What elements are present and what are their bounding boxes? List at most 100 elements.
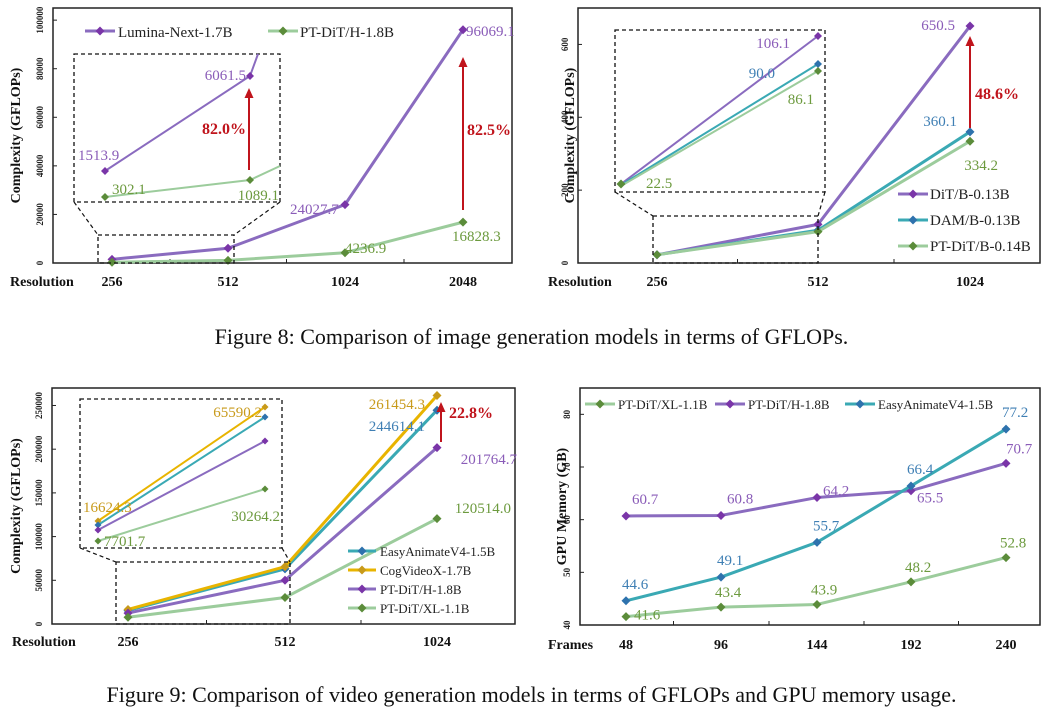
inset-line: [97, 488, 266, 542]
data-point: [621, 596, 631, 606]
data-label: 49.1: [717, 553, 743, 569]
legend-label: EasyAnimateV4-1.5B: [878, 397, 994, 412]
inset-frame: [79, 398, 283, 549]
data-label: 96069.1: [466, 24, 515, 40]
data-point: [716, 510, 726, 520]
inset-point: [94, 537, 102, 545]
inset-frame: [97, 234, 235, 264]
data-point: [813, 219, 823, 229]
data-point: [432, 514, 442, 524]
legend-label: PT-DiT/XL-1.1B: [380, 601, 470, 616]
x-axis-label: Frames: [548, 638, 594, 653]
data-label: 24027.7: [290, 202, 339, 218]
y-tick-label: 60: [562, 515, 572, 525]
inset-frame: [115, 561, 291, 625]
data-label: 30264.2: [231, 509, 280, 525]
inset-line: [97, 406, 266, 522]
data-label: 65.5: [917, 491, 943, 507]
plot-frame: [51, 387, 516, 625]
data-point: [621, 511, 631, 521]
inset-frame: [73, 53, 281, 203]
x-tick-label: 512: [808, 275, 829, 290]
inset-point: [101, 193, 109, 201]
data-label: 66.4: [907, 462, 934, 478]
data-point: [812, 537, 822, 547]
plot-frame: [52, 7, 513, 264]
data-point: [813, 227, 823, 237]
y-tick-label: 200: [560, 183, 570, 197]
data-label: 201764.7: [461, 452, 518, 468]
legend-marker: [855, 399, 865, 409]
data-point: [906, 577, 916, 587]
y-tick-label: 80: [562, 409, 572, 419]
arrow-head: [458, 57, 468, 67]
inset-connector: [79, 547, 117, 563]
data-point: [432, 390, 442, 400]
inset-connector: [817, 191, 826, 217]
data-label: 48.2: [905, 560, 931, 576]
x-tick-label: 48: [619, 638, 633, 653]
data-point: [280, 562, 290, 572]
legend-marker: [908, 189, 918, 199]
data-point: [965, 136, 975, 146]
y-tick-label: 0: [560, 260, 570, 265]
legend-label: PT-DiT/H-1.8B: [748, 397, 830, 412]
x-tick-label: 256: [118, 635, 139, 650]
data-point: [1001, 553, 1011, 563]
inset-point: [246, 72, 254, 80]
data-label: 44.6: [622, 577, 649, 593]
data-point: [107, 257, 117, 267]
inset-connector: [614, 191, 654, 217]
data-label: 70.7: [1006, 441, 1033, 457]
legend-marker: [357, 546, 367, 556]
legend-label: EasyAnimateV4-1.5B: [380, 544, 496, 559]
series-line-pt-dit-b-0-14b: [656, 139, 971, 257]
x-axis-label: Resolution: [12, 635, 76, 650]
data-point: [1001, 458, 1011, 468]
data-label: 1089.1: [238, 188, 279, 204]
data-label: 6061.5: [205, 68, 246, 84]
inset-line-ptdit: [620, 70, 819, 187]
data-label: 261454.3: [369, 397, 425, 413]
inset-point: [814, 60, 822, 68]
data-label: 1513.9: [78, 148, 119, 164]
x-tick-label: 144: [807, 638, 828, 653]
legend-marker: [725, 399, 735, 409]
inset-point: [261, 485, 269, 493]
data-label: 43.4: [715, 585, 742, 601]
data-label: 16624.3: [83, 500, 132, 516]
chart-fig8-left: 0 20000 40000 60000 80000 100000 256 512 1024 204…: [9, 6, 515, 290]
data-label: 64.2: [823, 484, 849, 500]
y-axis-label: GPU Memory (GB): [555, 447, 570, 565]
data-point: [458, 25, 468, 35]
y-tick-label: 200000: [34, 435, 44, 463]
legend-marker: [357, 584, 367, 594]
chart-fig9-right: 40 50 60 70 80 48 96 144 192 240 Frames GPU Memory …: [548, 387, 1041, 653]
inset-connector: [233, 201, 281, 236]
inset-point: [616, 179, 626, 189]
x-tick-label: 256: [102, 275, 123, 290]
data-point: [906, 481, 916, 491]
x-tick-label: 1024: [956, 275, 984, 290]
series-line-pt-dit-h-1-8b: [625, 461, 1007, 518]
data-point: [223, 243, 233, 253]
y-axis-label: Complexity (GFLOPs): [9, 67, 24, 203]
data-point: [223, 255, 233, 265]
data-point: [812, 599, 822, 609]
y-tick-label: 20000: [35, 203, 45, 226]
x-tick-label: 256: [647, 275, 668, 290]
x-tick-label: 192: [901, 638, 922, 653]
data-point: [965, 21, 975, 31]
data-label: 244614.1: [369, 419, 425, 435]
reduction-annotation: 82.5%: [467, 122, 511, 139]
plot-frame: [579, 387, 1041, 626]
data-label: 16828.3: [452, 229, 501, 245]
data-label: 7701.7: [104, 534, 146, 550]
y-tick-label: 150000: [34, 479, 44, 507]
y-tick-label: 50: [562, 567, 572, 577]
inset-point: [246, 176, 254, 184]
data-point: [1001, 424, 1011, 434]
series-line-lumina-next-1-7b: [111, 28, 465, 261]
data-point: [340, 248, 350, 258]
